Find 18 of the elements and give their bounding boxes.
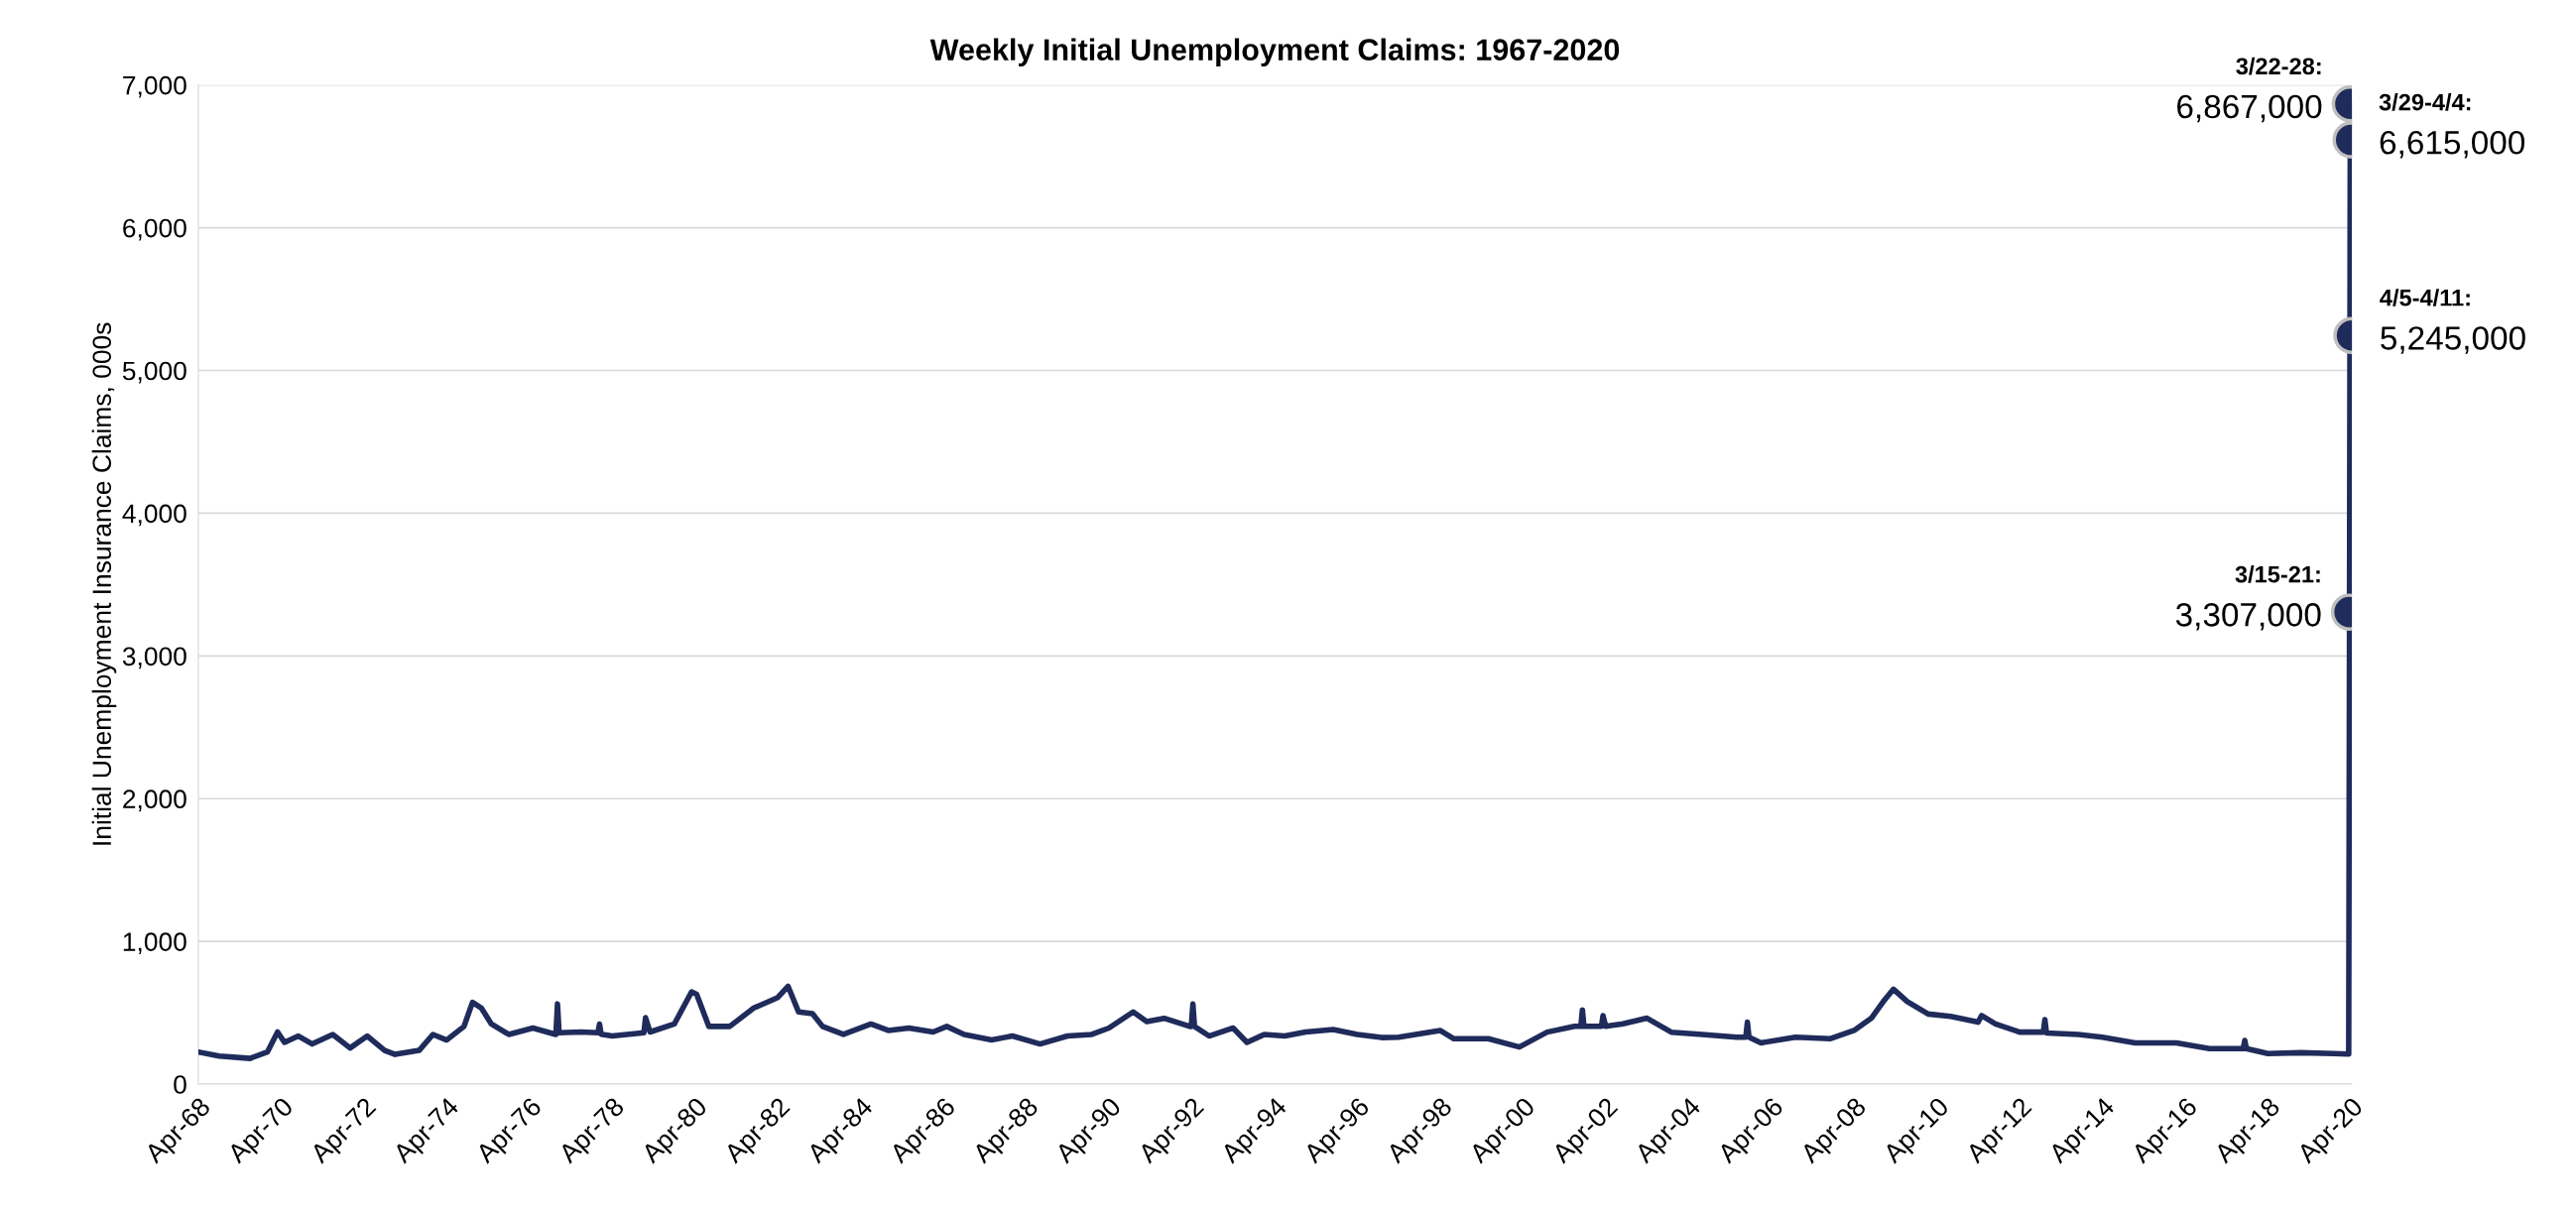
y-tick-label: 5,000 <box>122 361 186 384</box>
y-tick-label: 7,000 <box>123 75 186 98</box>
annotation: 3/22-28: <box>2236 57 2321 75</box>
annotation: 6,867,000 <box>2177 94 2322 123</box>
y-tick-label: 1,000 <box>123 932 186 955</box>
y-tick-label: 4,000 <box>122 504 186 527</box>
annotation: 3/29-4/4: <box>2379 93 2471 111</box>
y-axis-title: Initial Unemployment Insurance Claims, 000s <box>91 322 117 845</box>
y-tick-label: 0 <box>174 1075 186 1094</box>
chart-title: Weekly Initial Unemployment Claims: 1967-2020 <box>929 38 1620 67</box>
annotation: 6,615,000 <box>2380 130 2525 159</box>
annotation: 4/5-4/11: <box>2380 289 2470 306</box>
annotation: 3,307,000 <box>2175 603 2321 631</box>
annotation: 5,245,000 <box>2381 326 2525 354</box>
y-tick-label: 2,000 <box>123 789 186 812</box>
annotation: 3/15-21: <box>2235 565 2320 583</box>
y-tick-label: 3,000 <box>122 647 186 669</box>
y-tick-label: 6,000 <box>123 218 186 241</box>
